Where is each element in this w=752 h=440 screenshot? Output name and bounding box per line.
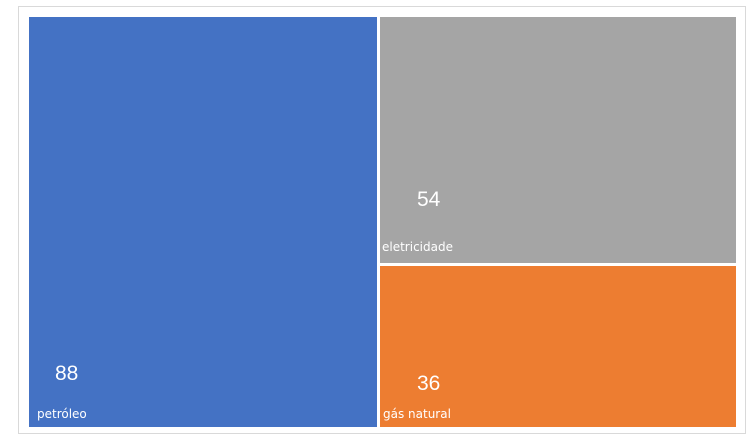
tile-petroleo: 88 petróleo: [29, 17, 377, 427]
tile-label-petroleo: petróleo: [37, 407, 87, 421]
tile-label-eletricidade: eletricidade: [382, 240, 453, 254]
treemap-chart: 88 petróleo 54 eletricidade 36 gás natur…: [18, 6, 746, 434]
tile-value-gas-natural: 36: [417, 372, 441, 395]
tile-label-gas-natural: gás natural: [383, 407, 451, 421]
tile-value-petroleo: 88: [55, 362, 79, 385]
tile-gas-natural: 36 gás natural: [380, 266, 736, 427]
tile-eletricidade: 54 eletricidade: [380, 17, 736, 263]
tile-value-eletricidade: 54: [417, 188, 441, 211]
